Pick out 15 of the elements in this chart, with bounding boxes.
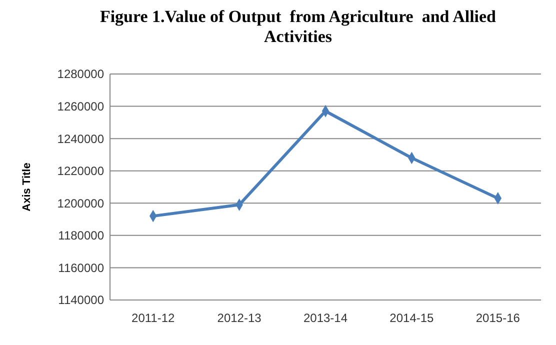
x-tick-label: 2012-13 xyxy=(217,311,262,325)
y-axis-title: Axis Title xyxy=(21,162,33,212)
x-tick-label: 2013-14 xyxy=(303,311,348,325)
x-tick-label: 2011-12 xyxy=(132,311,175,325)
y-tick-label: 1180000 xyxy=(58,228,104,243)
x-tick-label: 2014-15 xyxy=(390,311,434,325)
chart-title: Figure 1.Value of Output from Agriculture and Allied Activities xyxy=(100,7,497,46)
y-tick-label: 1280000 xyxy=(57,67,104,82)
y-tick-label: 1220000 xyxy=(57,164,104,178)
y-tick-label: 1160000 xyxy=(58,260,104,275)
y-tick-label: 1140000 xyxy=(58,293,104,308)
y-tick-label: 1200000 xyxy=(57,196,104,210)
y-tick-label: 1240000 xyxy=(57,132,104,146)
x-tick-label: 2015-16 xyxy=(476,311,520,325)
y-tick-label: 1260000 xyxy=(57,99,104,114)
